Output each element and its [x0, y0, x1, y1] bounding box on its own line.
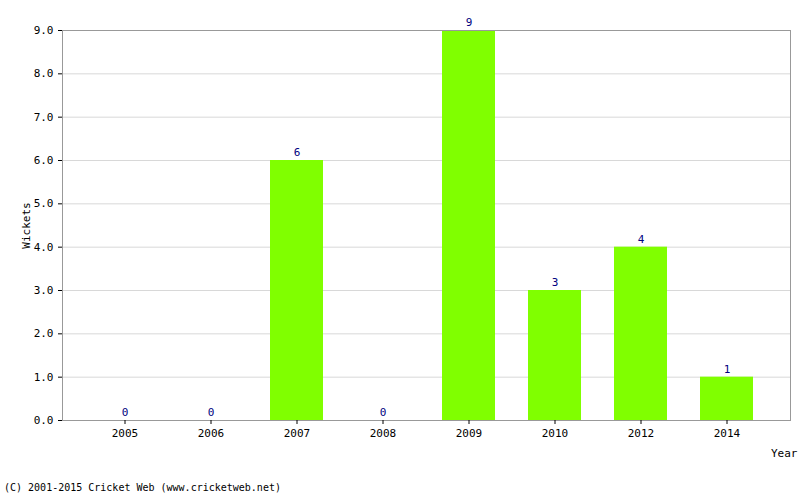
svg-text:2008: 2008	[370, 427, 397, 440]
html-text:(C) 2001-2015 Cricket Web (www: (C) 2001-2015 Cricket Web (www.cricketwe…	[4, 482, 281, 493]
svg-text:9.0: 9.0	[34, 24, 54, 37]
svg-text:9: 9	[466, 16, 473, 29]
svg-text:3.0: 3.0	[34, 284, 54, 297]
svg-text:4.0: 4.0	[34, 241, 54, 254]
svg-text:0: 0	[380, 406, 387, 419]
svg-text:2012: 2012	[628, 427, 655, 440]
svg-text:Year: Year	[771, 447, 798, 460]
svg-text:8.0: 8.0	[34, 67, 54, 80]
svg-text:5.0: 5.0	[34, 197, 54, 210]
svg-text:2014: 2014	[714, 427, 741, 440]
svg-text:2006: 2006	[198, 427, 225, 440]
svg-text:3: 3	[552, 276, 559, 289]
svg-text:6.0: 6.0	[34, 154, 54, 167]
svg-text:1: 1	[724, 363, 731, 376]
svg-text:6: 6	[294, 146, 301, 159]
svg-text:2009: 2009	[456, 427, 483, 440]
svg-text:7.0: 7.0	[34, 111, 54, 124]
svg-text:2.0: 2.0	[34, 327, 54, 340]
svg-text:2007: 2007	[284, 427, 311, 440]
svg-text:0.0: 0.0	[34, 414, 54, 427]
svg-text:0: 0	[208, 406, 215, 419]
svg-text:Wickets: Wickets	[20, 202, 33, 248]
svg-text:0: 0	[122, 406, 129, 419]
svg-text:1.0: 1.0	[34, 371, 54, 384]
svg-text:4: 4	[638, 233, 645, 246]
svg-text:2005: 2005	[112, 427, 139, 440]
svg-text:2010: 2010	[542, 427, 569, 440]
